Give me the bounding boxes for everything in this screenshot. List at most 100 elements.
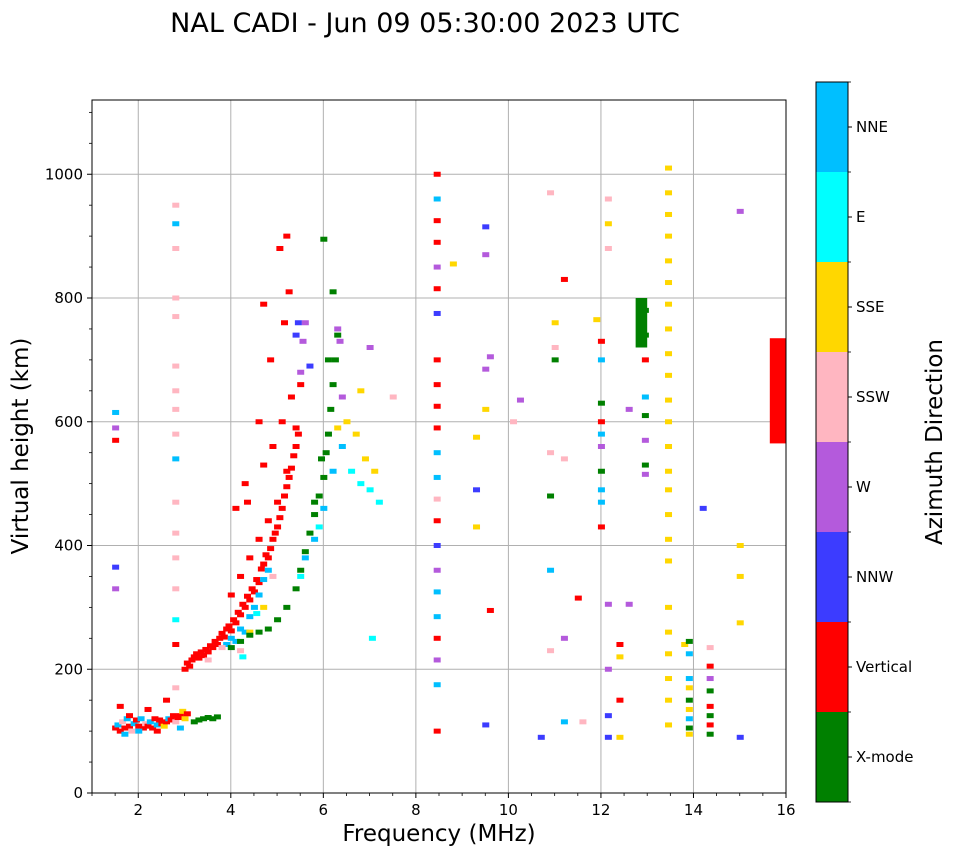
data-point	[179, 708, 187, 714]
data-point	[366, 487, 374, 493]
data-point	[665, 326, 673, 332]
data-point	[153, 722, 161, 728]
data-point	[315, 493, 323, 499]
data-point	[241, 604, 249, 610]
data-point	[227, 635, 235, 641]
data-point	[172, 642, 180, 647]
data-point	[278, 419, 286, 425]
data-point	[299, 338, 307, 344]
data-point	[616, 697, 624, 703]
data-point	[665, 676, 673, 682]
data-point	[604, 666, 612, 672]
data-point	[560, 635, 568, 641]
y-tick-label: 1000	[45, 165, 83, 183]
data-point	[176, 713, 184, 719]
data-point	[736, 543, 744, 548]
data-point	[604, 734, 612, 740]
data-point	[297, 567, 305, 573]
data-point	[389, 394, 397, 400]
data-block	[769, 338, 786, 444]
data-point	[248, 586, 256, 592]
data-point	[294, 320, 302, 326]
data-point	[237, 638, 245, 644]
data-point	[433, 264, 441, 270]
data-point	[172, 363, 180, 369]
data-point	[232, 638, 240, 644]
x-tick-label: 2	[133, 801, 143, 819]
colorbar-tick-label: Vertical	[856, 658, 912, 676]
data-point	[135, 723, 143, 729]
data-point	[433, 543, 441, 548]
data-point	[433, 310, 441, 316]
data-point	[706, 688, 714, 694]
data-point	[172, 719, 180, 725]
data-point	[597, 400, 605, 406]
data-point	[246, 597, 254, 603]
data-point	[597, 487, 605, 493]
data-point	[665, 233, 673, 239]
data-point	[294, 431, 302, 437]
chart-title: NAL CADI - Jun 09 05:30:00 2023 UTC	[170, 8, 680, 39]
data-point	[366, 345, 374, 350]
data-point	[736, 573, 744, 579]
data-point	[172, 221, 180, 227]
data-point	[146, 719, 154, 725]
data-point	[537, 734, 545, 740]
y-axis: 0 200 400 600 800 1000	[45, 111, 92, 802]
data-point	[112, 564, 120, 570]
data-point	[218, 630, 226, 636]
data-point	[223, 642, 231, 647]
data-point	[172, 388, 180, 394]
data-point	[736, 620, 744, 626]
data-point	[665, 211, 673, 217]
data-point	[190, 719, 198, 725]
data-point	[516, 397, 524, 403]
data-point	[260, 301, 268, 307]
data-point	[311, 512, 319, 518]
y-tick-label: 0	[73, 784, 83, 802]
data-point	[250, 604, 258, 610]
data-point	[375, 499, 383, 505]
data-point	[209, 645, 217, 651]
x-tick-label: 12	[591, 801, 610, 819]
data-point	[274, 499, 282, 505]
data-point	[116, 703, 124, 709]
data-point	[216, 635, 224, 641]
data-point	[665, 651, 673, 657]
data-point	[116, 728, 124, 734]
data-point	[213, 642, 221, 647]
data-point	[267, 357, 275, 363]
data-point	[250, 589, 258, 595]
data-point	[188, 657, 196, 663]
data-point	[324, 431, 332, 437]
data-point	[241, 629, 249, 635]
data-point	[301, 555, 309, 561]
data-point	[204, 715, 212, 721]
y-tick-label: 200	[54, 660, 83, 678]
data-point	[329, 382, 337, 388]
data-point	[227, 592, 235, 598]
data-point	[172, 530, 180, 536]
data-point	[685, 651, 693, 657]
data-point	[449, 261, 457, 267]
data-point	[641, 471, 649, 477]
data-point	[213, 714, 221, 720]
data-point	[433, 474, 441, 480]
data-point	[641, 357, 649, 363]
data-point	[334, 332, 342, 338]
data-point	[119, 719, 127, 725]
data-point	[597, 431, 605, 437]
data-point	[665, 397, 673, 403]
data-point	[285, 289, 293, 295]
data-point	[186, 663, 194, 669]
data-point	[433, 218, 441, 224]
data-point	[433, 589, 441, 595]
colorbar-tick-label: W	[856, 478, 871, 496]
colorbar-tick-label: E	[856, 208, 865, 226]
data-point	[200, 653, 208, 659]
data-point	[597, 419, 605, 425]
data-point	[112, 425, 120, 431]
data-point	[706, 731, 714, 737]
data-point	[706, 676, 714, 682]
